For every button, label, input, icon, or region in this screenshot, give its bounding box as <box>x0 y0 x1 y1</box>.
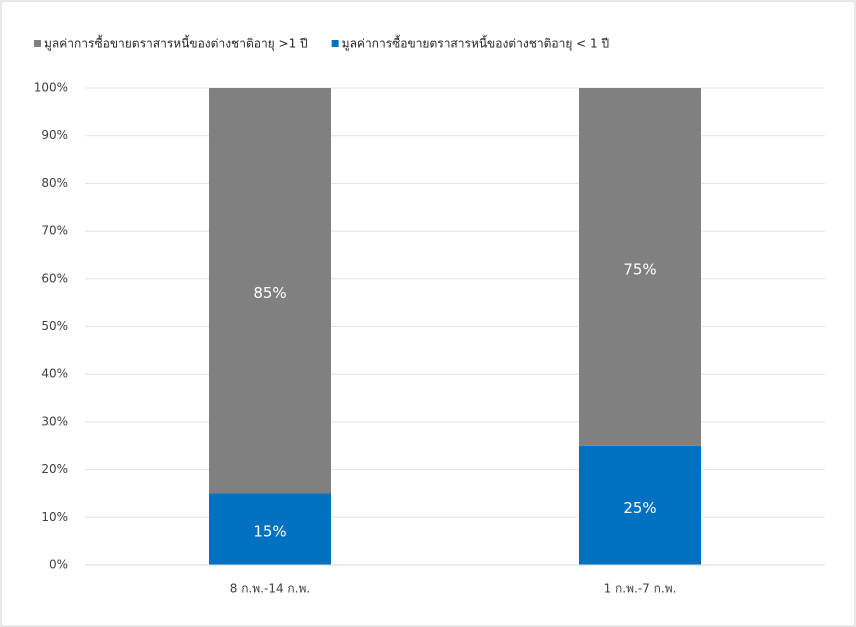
y-tick-label: 60% <box>41 271 68 285</box>
y-tick-label: 40% <box>41 367 68 381</box>
y-tick-label: 30% <box>41 414 68 428</box>
legend-label: มูลค่าการซื้อขายตราสารหนี้ของต่างชาติอาย… <box>44 35 308 52</box>
y-tick-label: 10% <box>41 510 68 524</box>
y-tick-label: 90% <box>41 128 68 142</box>
bar-segment <box>579 88 701 446</box>
y-tick-label: 100% <box>34 81 68 95</box>
value-label: 75% <box>623 260 656 278</box>
y-tick-label: 0% <box>49 558 68 572</box>
y-tick-label: 20% <box>41 462 68 476</box>
legend-label: มูลค่าการซื้อขายตราสารหนี้ของต่างชาติอาย… <box>342 35 609 52</box>
bar-segment <box>209 493 331 565</box>
x-tick-label: 1 ก.พ.-7 ก.พ. <box>604 582 677 596</box>
legend-swatch <box>331 40 339 47</box>
value-label: 85% <box>253 284 286 302</box>
bar-segment <box>579 445 701 565</box>
y-tick-label: 70% <box>41 224 68 238</box>
y-tick-label: 80% <box>41 176 68 190</box>
y-tick-label: 50% <box>41 319 68 333</box>
bar-segment <box>209 88 331 494</box>
x-tick-label: 8 ก.พ.-14 ก.พ. <box>230 582 310 596</box>
value-label: 25% <box>623 499 656 517</box>
value-label: 15% <box>253 523 286 541</box>
legend-swatch <box>34 40 41 47</box>
